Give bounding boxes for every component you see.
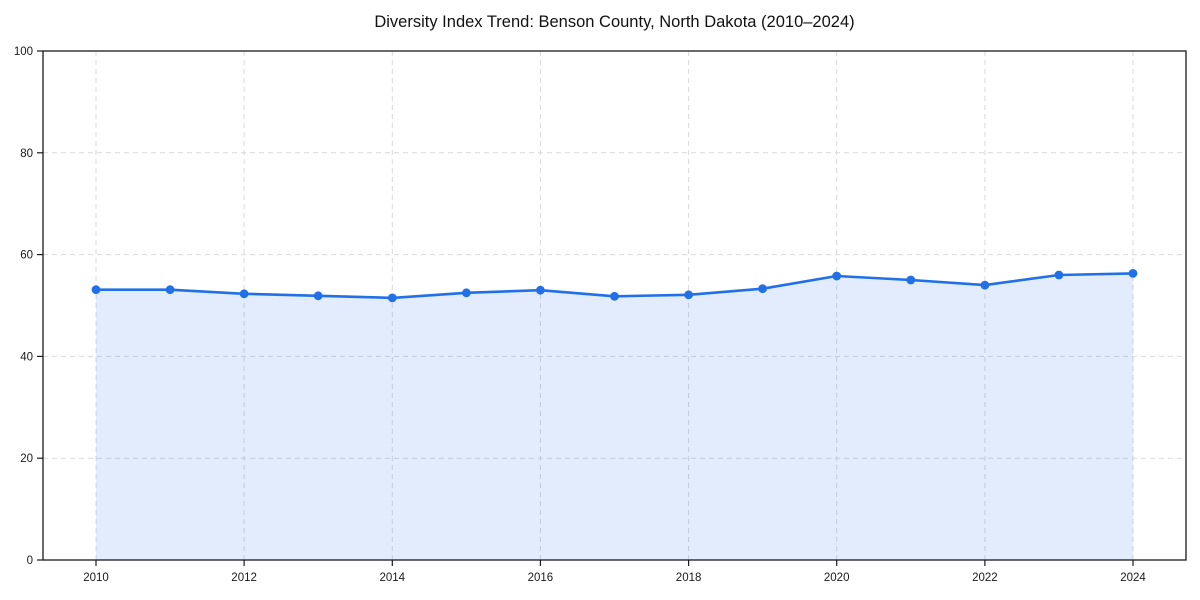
series-area-fill [96, 273, 1133, 560]
data-point-2016 [536, 285, 545, 295]
data-point-2015 [462, 288, 471, 298]
y-tick-label-40: 40 [20, 351, 33, 363]
data-point-2013 [313, 291, 323, 301]
data-point-2011 [165, 285, 175, 295]
y-tick-label-0: 0 [27, 555, 33, 567]
data-point-2023 [1054, 270, 1064, 280]
y-tick-label-20: 20 [20, 453, 33, 465]
data-point-2020 [832, 271, 842, 281]
data-point-2018 [684, 290, 693, 300]
x-tick-label-2010: 2010 [83, 572, 109, 584]
x-tick-label-2018: 2018 [676, 572, 702, 584]
data-point-2022 [980, 280, 990, 290]
chart-title: Diversity Index Trend: Benson County, No… [374, 13, 855, 31]
y-tick-label-80: 80 [20, 148, 33, 160]
x-tick-label-2020: 2020 [824, 572, 850, 584]
data-point-2010 [91, 285, 101, 295]
data-point-2014 [387, 293, 397, 303]
data-point-2024 [1128, 269, 1138, 278]
x-tick-label-2014: 2014 [380, 572, 406, 584]
data-point-2017 [610, 291, 619, 301]
x-tick-label-2022: 2022 [972, 572, 998, 584]
x-tick-label-2024: 2024 [1120, 572, 1146, 584]
y-tick-label-100: 100 [14, 46, 33, 58]
plot-border [42, 50, 1187, 561]
data-point-2019 [758, 284, 767, 294]
x-tick-label-2016: 2016 [528, 572, 554, 584]
x-tick-label-2012: 2012 [231, 572, 257, 584]
data-point-2021 [906, 275, 916, 285]
y-tick-label-60: 60 [20, 250, 33, 262]
data-point-2012 [239, 289, 249, 299]
